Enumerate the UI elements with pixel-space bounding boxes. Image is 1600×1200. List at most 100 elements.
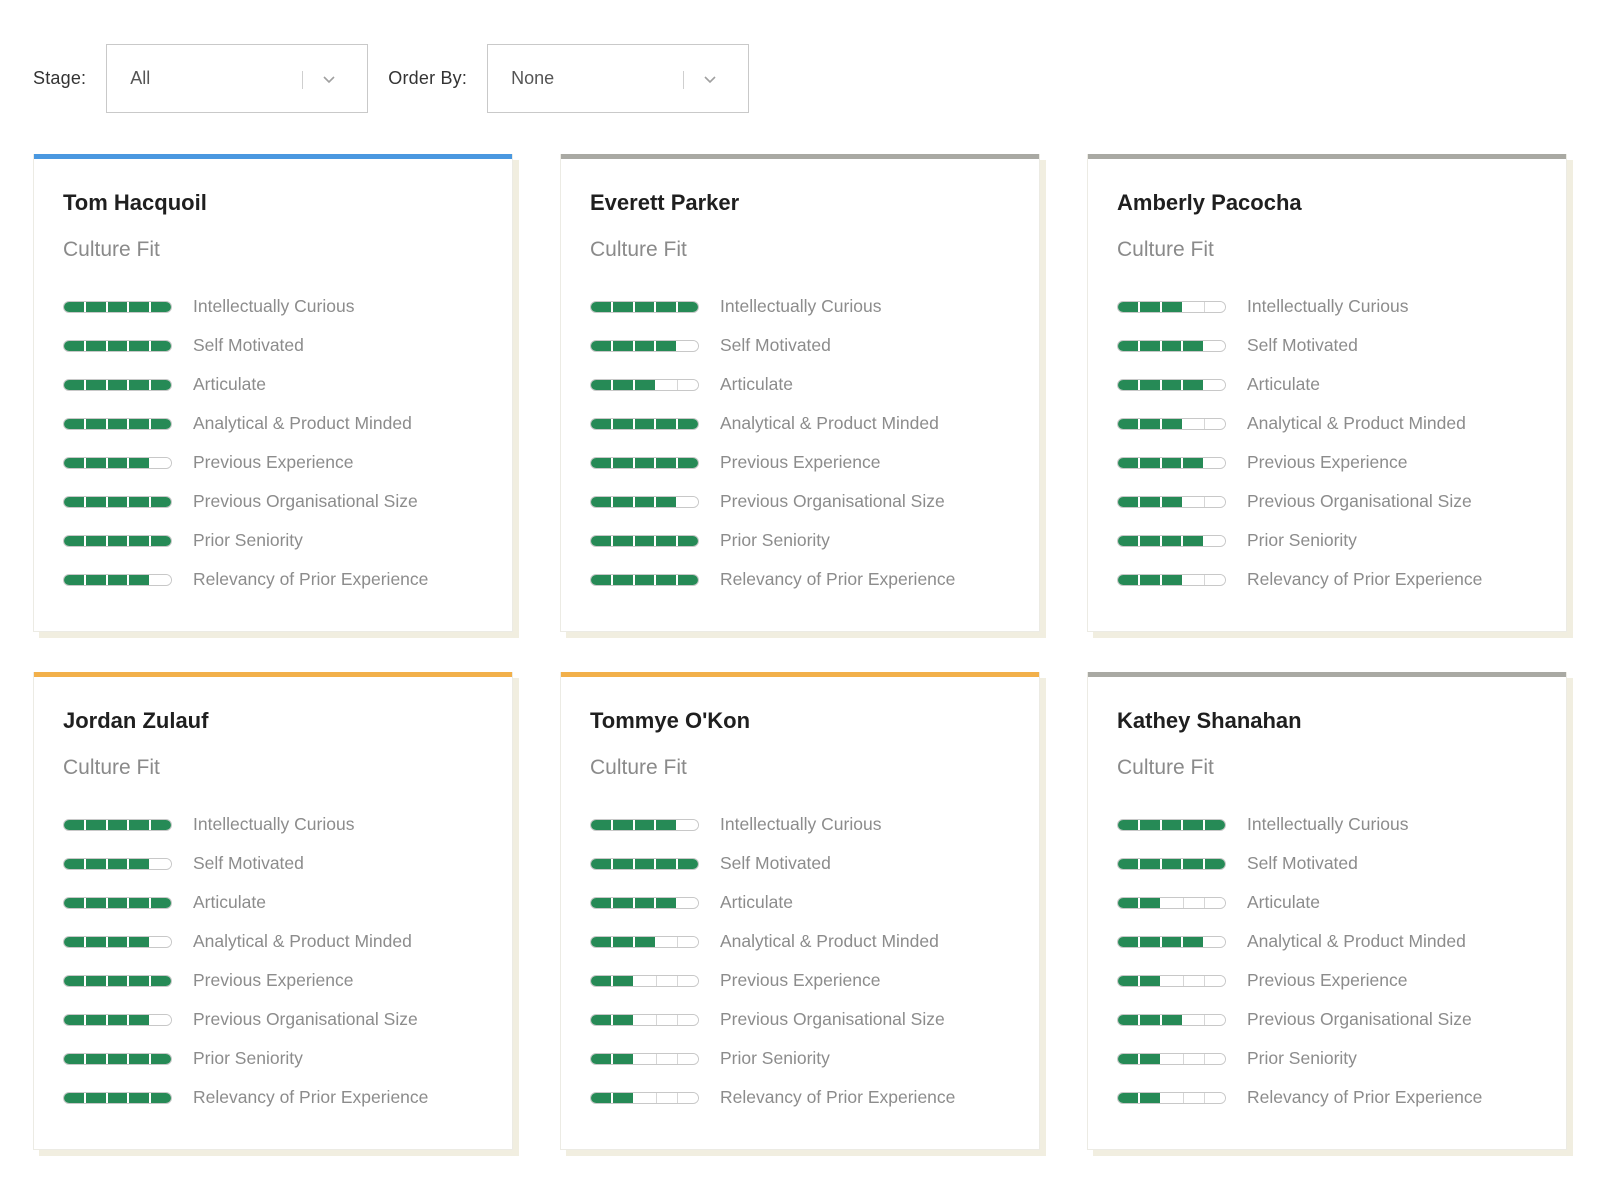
score-meter <box>63 456 172 469</box>
trait-label: Intellectually Curious <box>720 814 882 834</box>
score-segment <box>129 535 152 546</box>
score-segment <box>107 301 130 312</box>
trait-row: Analytical & Product Minded <box>590 404 1029 443</box>
score-segment <box>657 379 678 390</box>
score-segment <box>1118 418 1140 429</box>
score-segment <box>635 1014 657 1025</box>
score-segment <box>635 1053 657 1064</box>
candidate-name[interactable]: Amberly Pacocha <box>1117 190 1302 215</box>
score-segment <box>1205 1014 1225 1025</box>
trait-row: Previous Organisational Size <box>63 1000 502 1039</box>
score-segment <box>129 1014 152 1025</box>
score-segment <box>678 936 698 947</box>
score-segment <box>656 897 679 908</box>
score-segment <box>656 340 679 351</box>
score-meter <box>590 378 699 391</box>
order-by-select[interactable]: None <box>487 44 750 113</box>
score-segment <box>64 975 86 986</box>
trait-label: Prior Seniority <box>720 530 830 550</box>
candidate-card[interactable]: Everett Parker Culture Fit Intellectually … <box>560 154 1040 632</box>
candidate-card[interactable]: Kathey Shanahan Culture Fit Intellectually… <box>1087 672 1567 1150</box>
trait-label: Self Motivated <box>193 335 304 355</box>
score-segment <box>64 535 86 546</box>
trait-row: Intellectually Curious <box>63 287 502 326</box>
score-segment <box>151 574 171 585</box>
trait-label: Intellectually Curious <box>1247 814 1409 834</box>
score-segment <box>591 1053 614 1064</box>
candidate-name[interactable]: Everett Parker <box>590 190 740 215</box>
chevron-down-icon[interactable] <box>322 72 336 86</box>
score-segment <box>64 379 86 390</box>
card-stage-color-bar <box>1088 154 1566 159</box>
score-segment <box>85 897 108 908</box>
trait-row: Relevancy of Prior Experience <box>1117 1078 1556 1117</box>
trait-row: Analytical & Product Minded <box>63 922 502 961</box>
candidate-card[interactable]: Amberly Pacocha Culture Fit Intellectually… <box>1087 154 1567 632</box>
trait-label: Previous Organisational Size <box>193 491 418 511</box>
trait-row: Previous Experience <box>1117 443 1556 482</box>
section-title: Culture Fit <box>1117 756 1214 779</box>
score-segment <box>1162 1053 1184 1064</box>
score-segment <box>64 819 86 830</box>
stage-select[interactable]: All <box>106 44 369 113</box>
trait-list: Intellectually Curious Self Motivated Arti… <box>1117 287 1556 599</box>
score-meter <box>63 378 172 391</box>
score-segment <box>151 819 171 830</box>
score-segment <box>64 340 86 351</box>
score-segment <box>1183 858 1206 869</box>
score-segment <box>151 535 171 546</box>
score-segment <box>656 457 679 468</box>
trait-label: Articulate <box>1247 374 1320 394</box>
score-segment <box>64 418 86 429</box>
score-segment <box>1183 535 1206 546</box>
score-meter <box>1117 818 1226 831</box>
score-segment <box>612 574 635 585</box>
score-segment <box>1183 1092 1205 1103</box>
candidate-card[interactable]: Tommye O'Kon Culture Fit Intellectually Cu… <box>560 672 1040 1150</box>
card-stage-color-bar <box>561 672 1039 677</box>
trait-row: Articulate <box>590 365 1029 404</box>
trait-label: Previous Experience <box>720 452 881 472</box>
score-segment <box>85 975 108 986</box>
score-segment <box>1139 936 1162 947</box>
candidate-card[interactable]: Jordan Zulauf Culture Fit Intellectually C… <box>33 672 513 1150</box>
trait-label: Analytical & Product Minded <box>720 413 939 433</box>
score-segment <box>107 936 130 947</box>
section-title: Culture Fit <box>590 756 687 779</box>
score-segment <box>1161 858 1184 869</box>
score-segment <box>656 574 679 585</box>
score-segment <box>151 975 171 986</box>
trait-row: Self Motivated <box>1117 326 1556 365</box>
trait-list: Intellectually Curious Self Motivated Arti… <box>63 287 502 599</box>
trait-row: Self Motivated <box>1117 844 1556 883</box>
trait-label: Relevancy of Prior Experience <box>720 569 956 589</box>
score-segment <box>635 1092 657 1103</box>
score-segment <box>1118 496 1140 507</box>
score-segment <box>656 1053 678 1064</box>
score-meter <box>63 1052 172 1065</box>
candidate-card[interactable]: Tom Hacquoil Culture Fit Intellectually Cu… <box>33 154 513 632</box>
score-meter <box>590 1013 699 1026</box>
section-title: Culture Fit <box>590 238 687 261</box>
score-segment <box>1118 379 1140 390</box>
score-segment <box>1140 418 1162 429</box>
score-segment <box>64 496 86 507</box>
score-segment <box>129 897 152 908</box>
trait-row: Prior Seniority <box>63 1039 502 1078</box>
candidate-name[interactable]: Tom Hacquoil <box>63 190 207 215</box>
candidate-name[interactable]: Jordan Zulauf <box>63 708 209 733</box>
score-segment <box>1161 340 1184 351</box>
score-segment <box>1140 1092 1163 1103</box>
score-segment <box>85 936 108 947</box>
score-segment <box>1140 574 1162 585</box>
score-segment <box>656 535 679 546</box>
candidate-name[interactable]: Kathey Shanahan <box>1117 708 1302 733</box>
score-segment <box>635 936 657 947</box>
score-segment <box>612 340 635 351</box>
score-segment <box>678 819 698 830</box>
score-meter <box>590 1052 699 1065</box>
score-segment <box>1183 936 1206 947</box>
candidate-name[interactable]: Tommye O'Kon <box>590 708 751 733</box>
chevron-down-icon[interactable] <box>703 72 717 86</box>
trait-label: Articulate <box>720 374 793 394</box>
